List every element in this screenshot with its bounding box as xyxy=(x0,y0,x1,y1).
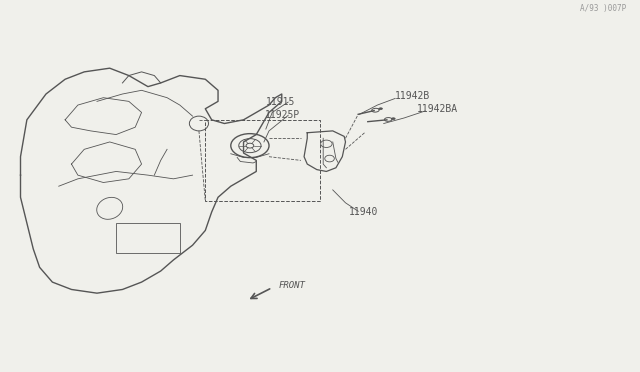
Bar xyxy=(205,120,320,201)
Text: 11942BA: 11942BA xyxy=(417,104,458,114)
Text: 11925P: 11925P xyxy=(264,110,300,121)
Text: 11915: 11915 xyxy=(266,97,295,107)
Text: 11940: 11940 xyxy=(349,207,378,217)
Text: FRONT: FRONT xyxy=(278,280,305,289)
Ellipse shape xyxy=(379,108,383,110)
Ellipse shape xyxy=(392,118,395,120)
Text: 11942B: 11942B xyxy=(395,91,431,101)
Bar xyxy=(116,223,180,253)
Text: A/93 )007P: A/93 )007P xyxy=(580,4,626,13)
